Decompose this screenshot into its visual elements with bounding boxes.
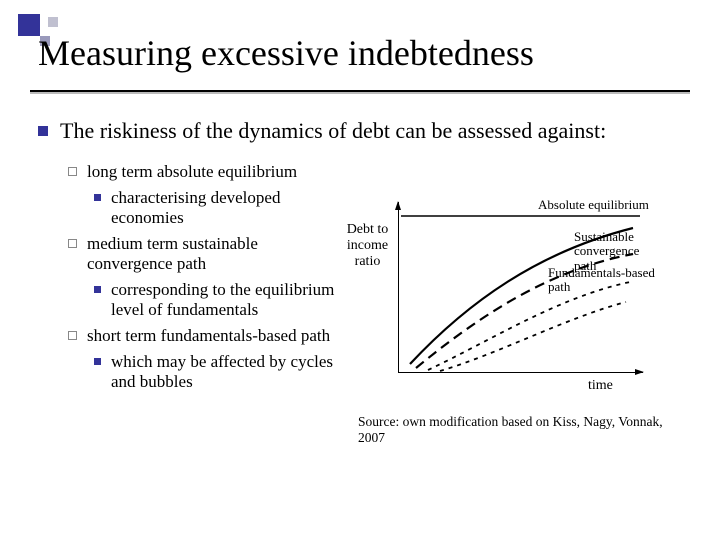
lower-curve-1 [428, 282, 630, 370]
lower-curve-2 [440, 302, 626, 371]
hollow-square-icon [68, 167, 77, 176]
intro-text: The riskiness of the dynamics of debt ca… [60, 118, 606, 144]
item-sub: characterising developed economies [111, 188, 338, 228]
annotation-fundamentals: Fundamentals-based path [548, 266, 668, 295]
x-axis-label: time [588, 378, 613, 394]
item-label: long term absolute equilibrium [87, 162, 297, 182]
bullet-level2: long term absolute equilibrium [68, 162, 338, 182]
bullet-level2: short term fundamentals-based path [68, 326, 338, 346]
item-label: medium term sustainable convergence path [87, 234, 338, 274]
bullet-level1: The riskiness of the dynamics of debt ca… [38, 118, 698, 144]
small-square-icon [94, 194, 101, 201]
item-sub: which may be affected by cycles and bubb… [111, 352, 338, 392]
bullet-list: long term absolute equilibrium character… [38, 162, 338, 398]
bullet-level2: medium term sustainable convergence path [68, 234, 338, 274]
bullet-level3: which may be affected by cycles and bubb… [94, 352, 338, 392]
hollow-square-icon [68, 331, 77, 340]
chart-area: Debt to income ratio time Absolute equil… [338, 162, 668, 452]
item-sub: corresponding to the equilibrium level o… [111, 280, 338, 320]
title-rule-shadow [30, 92, 690, 94]
hollow-square-icon [68, 239, 77, 248]
slide-content: The riskiness of the dynamics of debt ca… [38, 118, 698, 452]
chart-source: Source: own modification based on Kiss, … [358, 414, 678, 446]
small-square-icon [94, 286, 101, 293]
slide-title: Measuring excessive indebtedness [38, 32, 534, 74]
annotation-abs-eq: Absolute equilibrium [538, 198, 649, 212]
x-axis [398, 372, 643, 373]
bullet-level3: corresponding to the equilibrium level o… [94, 280, 338, 320]
item-label: short term fundamentals-based path [87, 326, 330, 346]
y-axis-label: Debt to income ratio [340, 222, 395, 270]
square-bullet-icon [38, 126, 48, 136]
small-square-icon [94, 358, 101, 365]
bullet-level3: characterising developed economies [94, 188, 338, 228]
